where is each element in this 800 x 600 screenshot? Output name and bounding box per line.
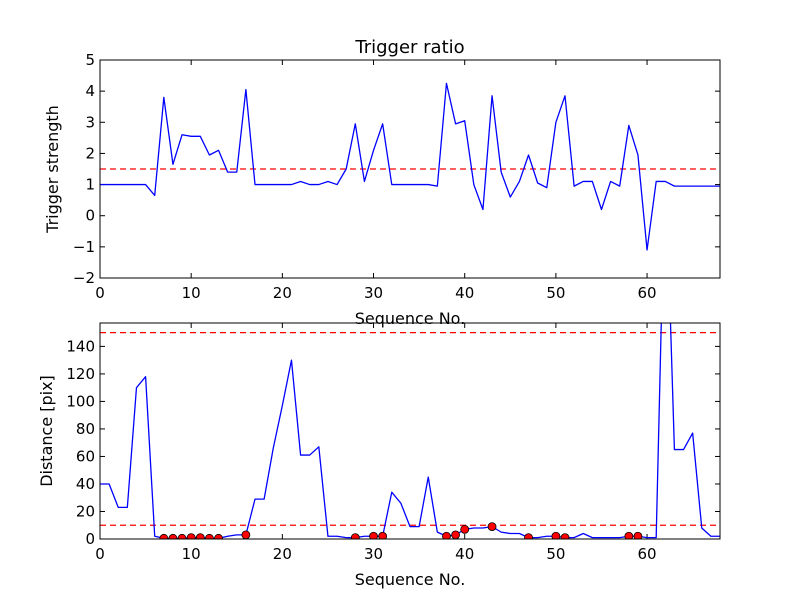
bottom-y-tick-label: 0 (85, 530, 95, 548)
bottom-series-line (100, 323, 720, 539)
bottom-marker-point (442, 531, 451, 539)
top-y-tick-label: −2 (73, 269, 95, 287)
bottom-marker-point (168, 533, 178, 539)
bottom-plot: 0 20 40 60 80 100 120 140 0 10 20 30 40 50 60 Sequenc… (37, 322, 721, 589)
top-series-line (100, 82, 720, 251)
bottom-marker-point (487, 522, 497, 532)
bottom-marker-point (551, 531, 561, 539)
bottom-x-tick-label: 40 (455, 545, 474, 563)
top-x-tick-label: 10 (182, 284, 201, 302)
top-series (100, 82, 720, 251)
bottom-series (100, 323, 720, 539)
top-y-tick-label: −1 (73, 238, 95, 256)
bottom-marker-point (186, 533, 196, 539)
top-x-axis-label: Sequence No. (355, 309, 466, 328)
bottom-y-tick-label: 140 (66, 337, 95, 355)
bottom-marker-point (350, 533, 360, 539)
top-y-tick-label: 1 (85, 176, 95, 194)
bottom-x-tick-label: 20 (273, 545, 292, 563)
bottom-marker-point (624, 531, 634, 539)
bottom-y-axis-label: Distance [pix] (37, 375, 56, 487)
top-y-axis-label: Trigger strength (43, 105, 62, 234)
top-chart-title: Trigger ratio (354, 37, 464, 58)
bottom-marker-point (205, 533, 214, 539)
bottom-x-tick-label: 10 (182, 545, 201, 563)
top-y-tick-label: 3 (85, 113, 95, 131)
bottom-marker-point (195, 533, 205, 539)
bottom-y-tick-label: 100 (66, 392, 95, 410)
bottom-x-tick-labels: 0 10 20 30 40 50 60 (95, 545, 656, 563)
top-y-tick-labels: −2 −1 0 1 2 3 4 5 (73, 51, 95, 287)
bottom-tick-marks (99, 323, 720, 540)
bottom-y-tick-label: 60 (76, 447, 95, 465)
top-x-tick-label: 30 (364, 284, 383, 302)
bottom-marker-point (524, 533, 533, 539)
top-y-tick-label: 2 (85, 144, 95, 162)
bottom-x-tick-label: 30 (364, 545, 383, 563)
bottom-x-axis-label: Sequence No. (355, 570, 466, 589)
bottom-y-tick-label: 120 (66, 365, 95, 383)
top-plot: Trigger ratio −2 −1 0 1 2 3 4 5 0 10 20 30 40 50 60 S… (43, 37, 721, 328)
top-x-tick-labels: 0 10 20 30 40 50 60 (95, 284, 656, 302)
bottom-y-tick-label: 80 (76, 420, 95, 438)
bottom-marker-point (633, 531, 643, 539)
bottom-marker-point (214, 533, 223, 539)
bottom-marker-point (177, 533, 187, 539)
top-plot-frame (99, 59, 721, 279)
bottom-marker-point (460, 524, 470, 534)
top-x-tick-label: 0 (95, 284, 105, 302)
top-x-tick-label: 60 (638, 284, 657, 302)
bottom-marker-point (159, 533, 169, 539)
top-y-tick-label: 4 (85, 82, 95, 100)
bottom-threshold-lines (100, 332, 720, 526)
bottom-marker-point (560, 533, 570, 539)
bottom-x-tick-label: 0 (95, 545, 105, 563)
top-y-tick-label: 0 (85, 207, 95, 225)
bottom-x-tick-label: 50 (546, 545, 565, 563)
bottom-marker-point (378, 531, 388, 539)
bottom-y-tick-labels: 0 20 40 60 80 100 120 140 (66, 337, 95, 548)
top-x-tick-label: 50 (546, 284, 565, 302)
top-x-tick-label: 40 (455, 284, 474, 302)
bottom-x-tick-label: 60 (638, 545, 657, 563)
bottom-plot-frame (99, 322, 721, 540)
bottom-marker-point (241, 530, 251, 539)
bottom-y-tick-label: 20 (76, 502, 95, 520)
top-x-tick-label: 20 (273, 284, 292, 302)
bottom-y-tick-label: 40 (76, 475, 95, 493)
top-y-tick-label: 5 (85, 51, 95, 69)
bottom-marker-point (451, 530, 460, 539)
bottom-marker-point (369, 531, 378, 539)
